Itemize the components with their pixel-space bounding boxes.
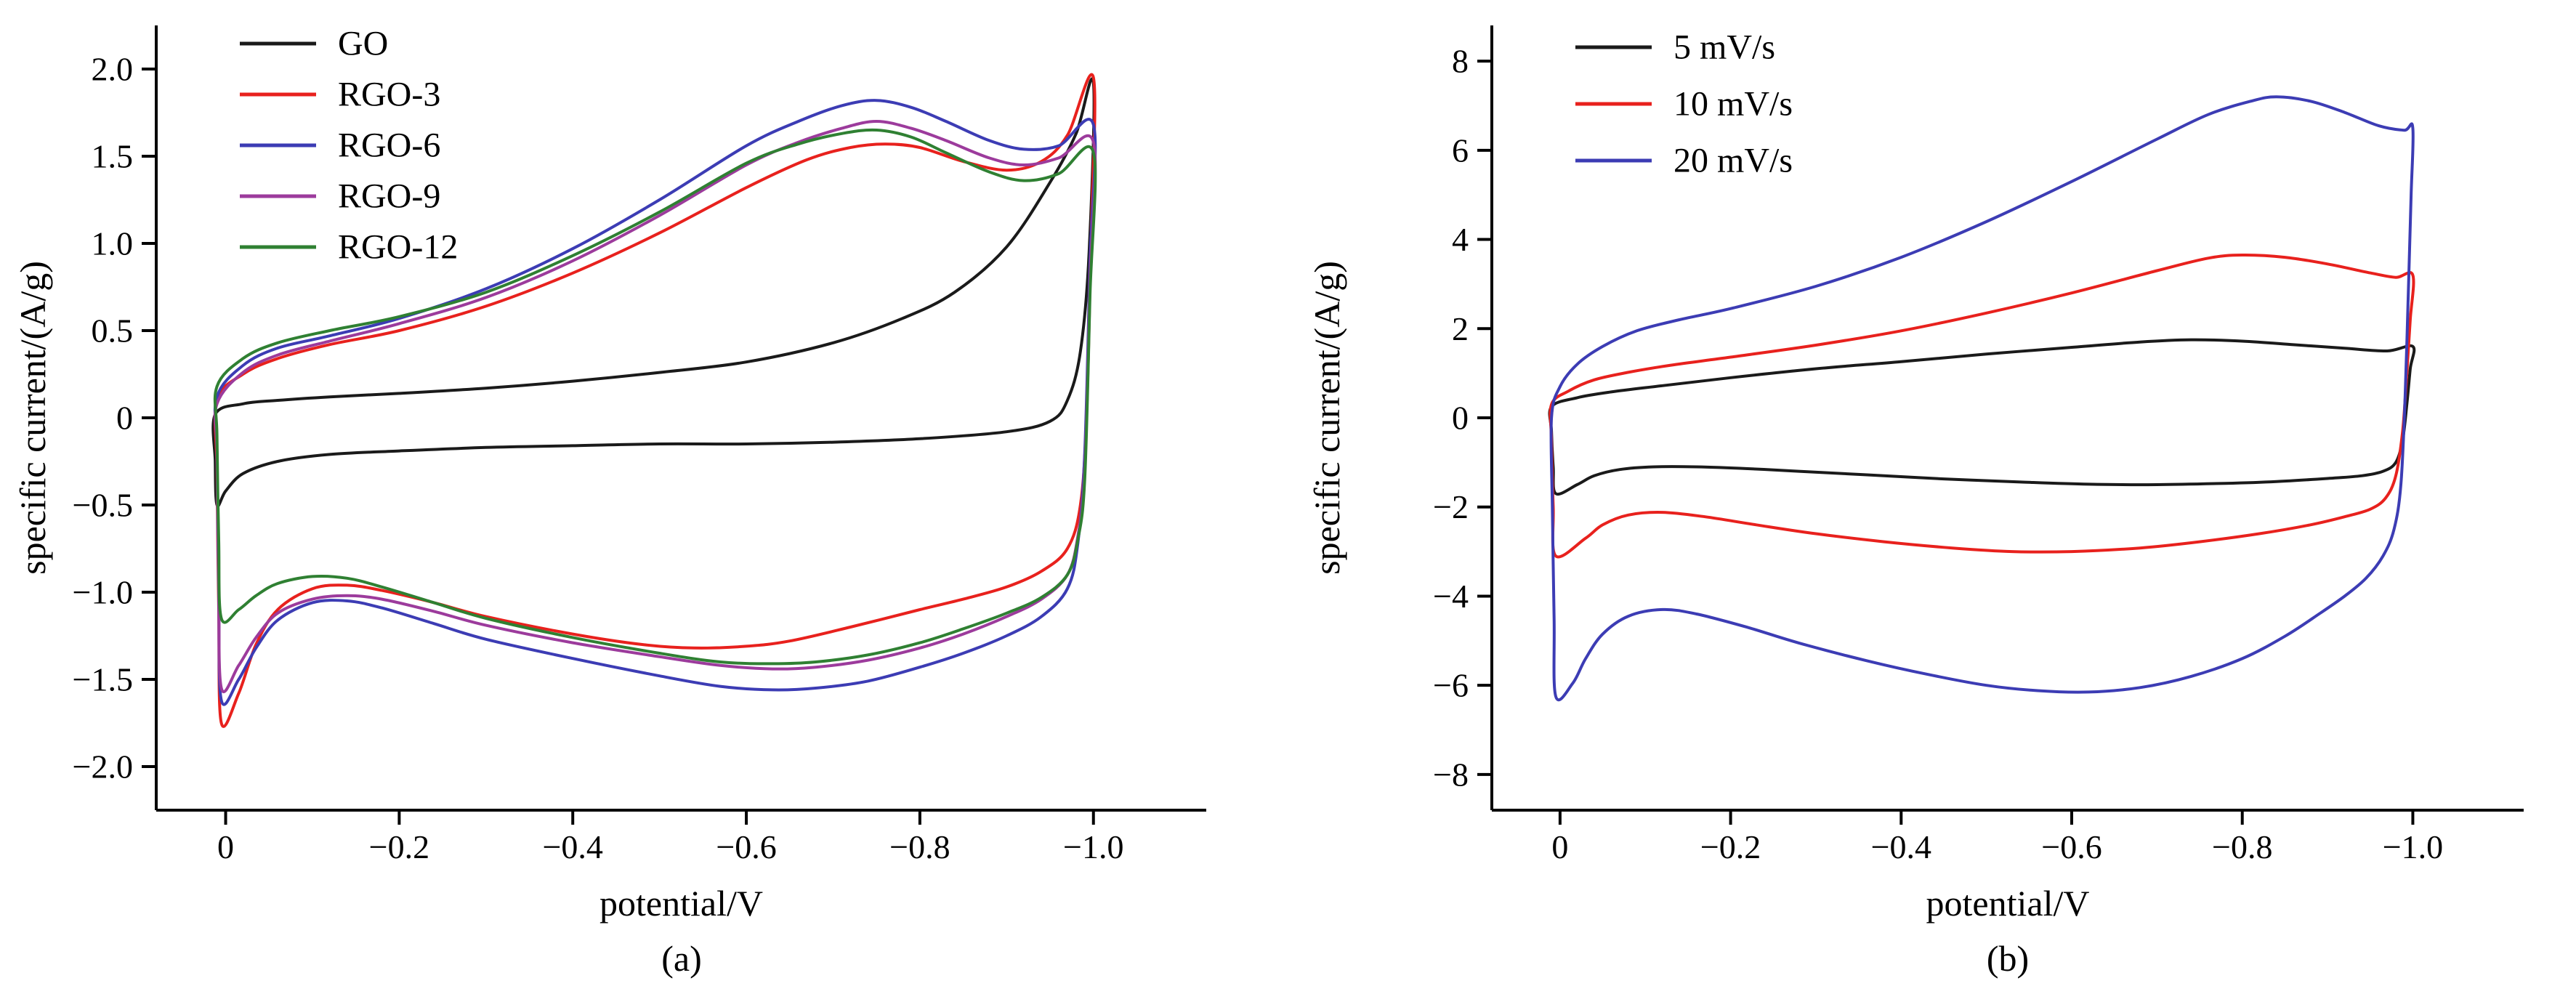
curve-10-mv-s [1549,253,2415,559]
legend-label-5-mv-s: 5 mV/s [1673,28,1775,67]
y-tick-label: −0.5 [73,487,133,524]
panel-b: 8 6 4 2 0 −2 −4 −6 −8 0 −0.2 −0.4 −0.6 −0.8 −1.0 potent… [1288,0,2576,994]
y-tick-label: 2 [1452,310,1469,347]
y-axis-title: specific current/(A/g) [1307,261,1347,575]
y-tick-label: 0 [1452,400,1469,437]
y-tick-label: −2 [1433,488,1469,525]
x-tick-label: −1.0 [2383,828,2443,865]
x-tick-label: −0.2 [1700,828,1761,865]
x-tick-label: −0.4 [1871,828,1931,865]
x-tick-label: 0 [1551,828,1568,865]
panel-a-label: (a) [661,938,702,979]
panel-a: 2.0 1.5 1.0 0.5 0 −0.5 −1.0 −1.5 −2.0 0 −0.2 −0.4 −0… [12,25,1206,979]
y-tick-label: −8 [1433,756,1469,793]
y-tick-label: −6 [1433,667,1469,704]
x-tick-label: −0.6 [2041,828,2101,865]
x-tick-label: −0.2 [369,828,429,865]
legend-label-10-mv-s: 10 mV/s [1673,85,1793,124]
y-tick-label: 0.5 [92,312,134,349]
legend-label-rgo-9: RGO-9 [338,177,440,216]
curve-5-mv-s [1548,338,2416,496]
y-axis-title: specific current/(A/g) [12,261,53,575]
y-tick-label: 2.0 [92,51,134,88]
legend-label-rgo-3: RGO-3 [338,76,440,114]
y-tick-label: 8 [1452,43,1469,80]
legend-label-20-mv-s: 20 mV/s [1673,142,1793,180]
y-tick-label: −4 [1433,578,1469,615]
legend-label-rgo-12: RGO-12 [338,228,458,267]
x-tick-label: −1.0 [1063,828,1123,865]
y-tick-label: −2.0 [73,748,133,785]
x-tick-label: −0.8 [2212,828,2272,865]
x-axis-title: potential/V [1926,883,2090,924]
y-tick-label: 4 [1452,221,1469,258]
panel-b-label: (b) [1986,938,2030,979]
chart-a-svg: 2.0 1.5 1.0 0.5 0 −0.5 −1.0 −1.5 −2.0 0 −0.2 −0.4 −0… [12,25,1206,924]
x-axis-title: potential/V [599,883,763,924]
x-tick-label: −0.8 [889,828,950,865]
y-tick-label: −1.0 [73,574,133,611]
y-tick-label: 1.5 [92,138,134,175]
legend-label-rgo-6: RGO-6 [338,126,440,165]
x-tick-label: 0 [217,828,234,865]
y-tick-label: 0 [116,400,133,437]
curve-rgo-12 [213,128,1097,666]
curve-20-mv-s [1549,95,2415,702]
x-tick-label: −0.4 [542,828,602,865]
chart-b-svg: 8 6 4 2 0 −2 −4 −6 −8 0 −0.2 −0.4 −0.6 −0.8 −1.0 potent… [1307,25,2524,924]
legend-label-go: GO [338,25,388,63]
y-tick-label: 6 [1452,132,1469,169]
y-tick-label: −1.5 [73,661,133,698]
y-tick-label: 1.0 [92,225,134,262]
x-tick-label: −0.6 [716,828,776,865]
